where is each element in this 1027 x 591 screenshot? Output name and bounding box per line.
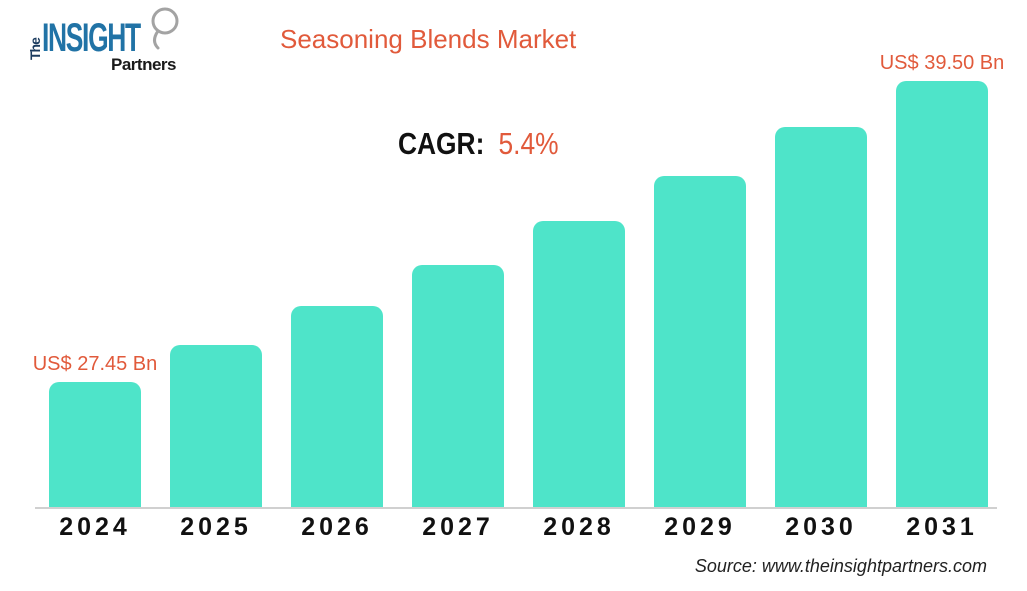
bar-2024 (49, 382, 141, 507)
chart-title: Seasoning Blends Market (280, 24, 577, 54)
x-tick-2025: 2025 (180, 513, 252, 541)
value-label-2024: US$ 27.45 Bn (32, 353, 158, 375)
logo-partners-text: Partners (111, 55, 176, 74)
x-tick-2024: 2024 (59, 513, 131, 541)
cagr-label: CAGR: (398, 126, 485, 161)
x-axis-line (35, 507, 997, 509)
x-tick-2031: 2031 (906, 513, 978, 541)
bar-2031 (896, 81, 988, 507)
x-tick-2027: 2027 (422, 513, 494, 541)
x-tick-2029: 2029 (664, 513, 736, 541)
x-tick-2028: 2028 (543, 513, 615, 541)
bar-2028 (533, 221, 625, 507)
x-tick-2030: 2030 (785, 513, 857, 541)
insight-partners-logo: The INSIGHT Partners (25, 7, 205, 80)
logo-insight-text: INSIGHT (42, 16, 141, 60)
source-credit: Source: www.theinsightpartners.com (694, 556, 987, 576)
magnifier-icon (151, 7, 179, 50)
value-label-2031: US$ 39.50 Bn (879, 52, 1005, 74)
cagr-value: 5.4% (498, 126, 559, 161)
bar-2025 (170, 345, 262, 507)
bar-2030 (775, 127, 867, 507)
bar-2027 (412, 265, 504, 507)
x-tick-2026: 2026 (301, 513, 373, 541)
cagr-annotation: CAGR: 5.4% (398, 126, 559, 162)
bar-2029 (654, 176, 746, 507)
bar-2026 (291, 306, 383, 507)
